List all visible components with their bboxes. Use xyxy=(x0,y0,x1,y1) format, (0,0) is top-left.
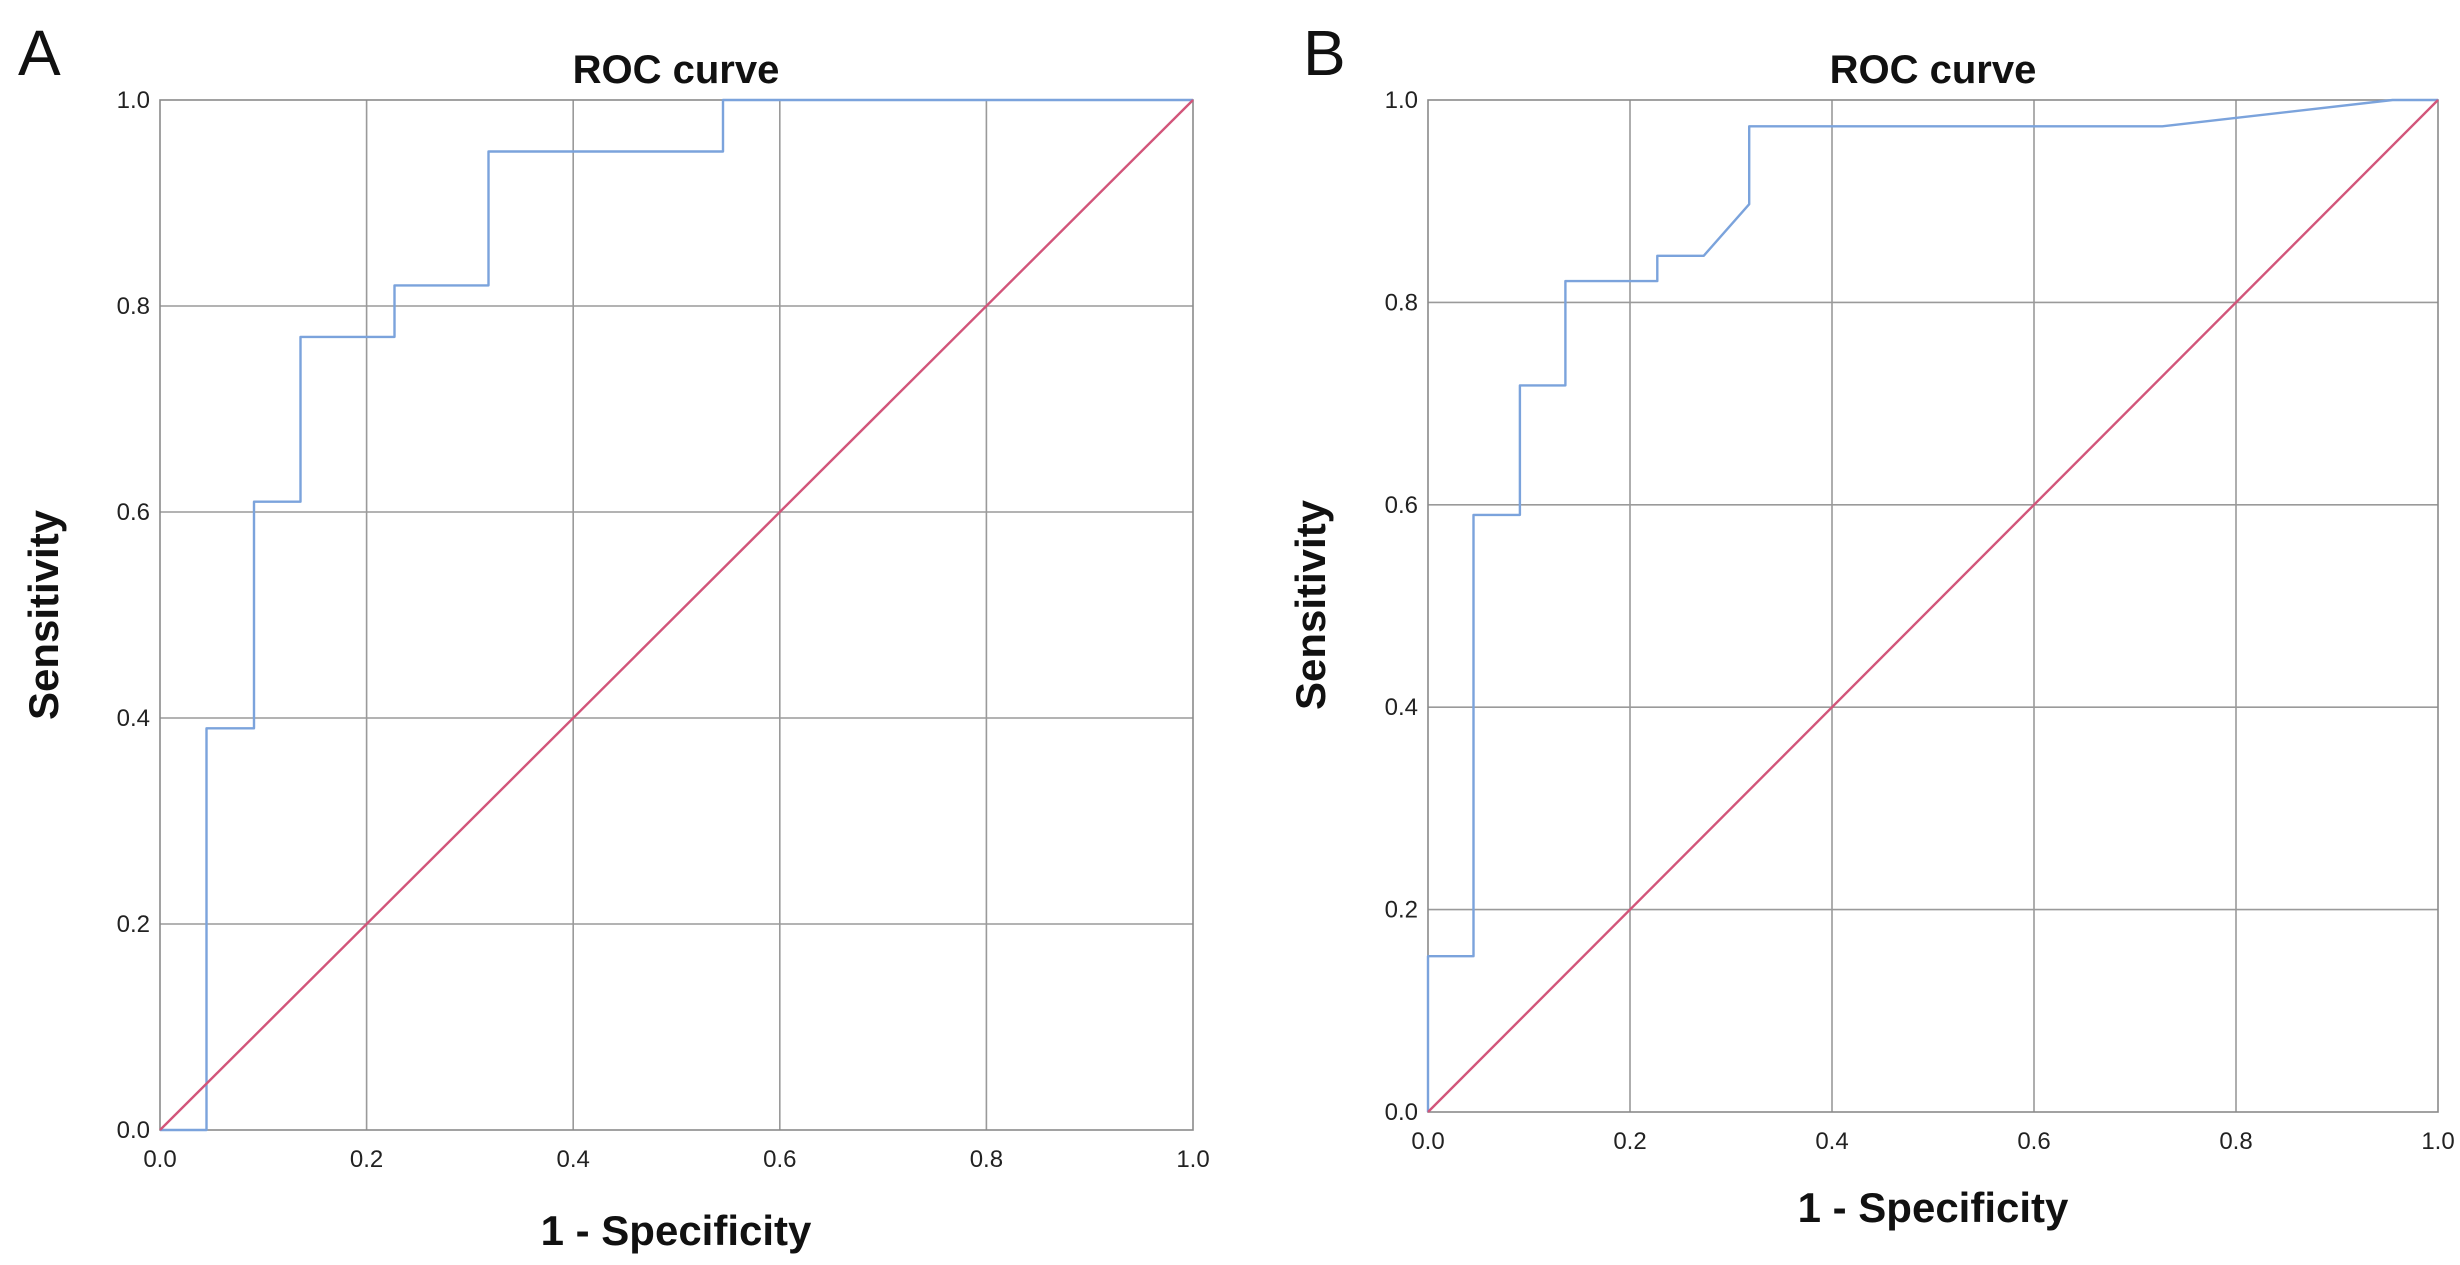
y-tick-label: 0.8 xyxy=(1385,289,1418,316)
reference-diagonal-line xyxy=(1427,99,2439,1113)
x-tick-label: 0.0 xyxy=(1411,1128,1444,1155)
y-axis-label: Sensitivity xyxy=(1287,499,1334,710)
x-tick-label: 0.4 xyxy=(557,1146,590,1173)
x-tick-label: 0.2 xyxy=(350,1146,383,1173)
y-tick-label: 0.4 xyxy=(1385,694,1418,721)
roc-curve-line xyxy=(1426,98,2438,1112)
x-tick-label: 0.4 xyxy=(1815,1128,1848,1155)
x-axis-label: 1 - Specificity xyxy=(541,1207,812,1254)
chart-title: ROC curve xyxy=(1830,48,2037,92)
y-axis-label: Sensitivity xyxy=(20,509,67,720)
y-tick-label: 0.2 xyxy=(1385,897,1418,924)
x-tick-label: 0.8 xyxy=(970,1146,1003,1173)
y-tick-label: 0.0 xyxy=(1385,1099,1418,1126)
y-tick-label: 0.0 xyxy=(117,1117,150,1144)
reference-diagonal-line xyxy=(159,99,1194,1131)
x-tick-label: 0.0 xyxy=(143,1146,176,1173)
y-tick-label: 1.0 xyxy=(117,87,150,114)
x-tick-label: 0.6 xyxy=(2017,1128,2050,1155)
x-tick-label: 0.8 xyxy=(2219,1128,2252,1155)
x-tick-label: 0.2 xyxy=(1613,1128,1646,1155)
y-tick-label: 0.8 xyxy=(117,293,150,320)
x-tick-label: 0.6 xyxy=(763,1146,796,1173)
y-tick-label: 1.0 xyxy=(1385,87,1418,114)
plot-frame xyxy=(159,99,1194,1131)
plot-frame xyxy=(1427,99,2439,1113)
x-tick-label: 1.0 xyxy=(2421,1128,2454,1155)
y-tick-label: 0.6 xyxy=(117,499,150,526)
x-axis-label: 1 - Specificity xyxy=(1798,1184,2069,1231)
y-tick-label: 0.6 xyxy=(1385,492,1418,519)
x-tick-label: 1.0 xyxy=(1176,1146,1209,1173)
y-tick-label: 0.4 xyxy=(117,705,150,732)
y-tick-label: 0.2 xyxy=(117,911,150,938)
panel-label: A xyxy=(18,17,61,89)
roc-curve-line xyxy=(160,98,1193,1132)
panel-b: B ROC curve 0.0 0.2 0.4 0.6 0.8 1.0 0.0 0.2 0.4 0.6… xyxy=(1287,17,2455,1231)
panel-a: A ROC curve 0.0 0.2 0.4 0.6 0.8 1.0 0.0 0.2 0.4 0.6… xyxy=(18,17,1210,1254)
chart-title: ROC curve xyxy=(573,48,780,92)
panel-label: B xyxy=(1303,17,1346,89)
